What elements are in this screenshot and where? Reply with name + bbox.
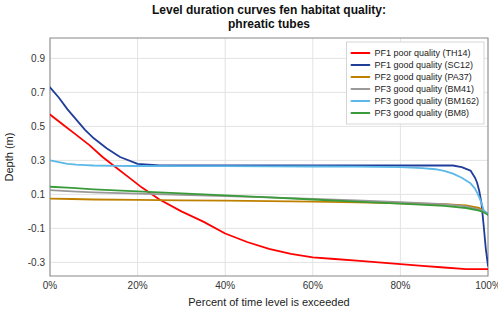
legend-box bbox=[346, 42, 484, 124]
grid-line bbox=[312, 38, 313, 276]
title-line: Level duration curves fen habitat qualit… bbox=[152, 3, 386, 17]
y-tick-label: -0.1 bbox=[28, 223, 46, 234]
y-tick-label: 0.9 bbox=[31, 53, 45, 64]
legend-label: PF3 good quality (BM8) bbox=[374, 108, 469, 118]
legend-swatch bbox=[351, 64, 369, 66]
series-line bbox=[50, 115, 488, 270]
grid-line bbox=[225, 38, 226, 276]
grid-line bbox=[50, 194, 488, 195]
legend-label: PF3 good quality (BM41) bbox=[374, 84, 474, 94]
y-axis-label: Depth (m) bbox=[3, 133, 15, 182]
series-group bbox=[50, 87, 488, 269]
legend-swatch bbox=[351, 112, 369, 114]
x-tick-label: 0% bbox=[43, 280, 58, 291]
y-tick-label: 0.3 bbox=[31, 155, 45, 166]
legend: PF1 poor quality (TH14) PF1 good quality … bbox=[346, 42, 484, 124]
plot-frame bbox=[50, 38, 488, 276]
legend-swatch bbox=[351, 100, 369, 102]
tick-labels: 0% 20% 40% 60% 80% 100% -0.3 -0.1 0.1 0.3 0.5 0.7 0.… bbox=[28, 53, 498, 291]
legend-swatch bbox=[351, 52, 369, 54]
series-line bbox=[50, 199, 488, 215]
grid-line bbox=[50, 262, 488, 263]
legend-label: PF1 good quality (SC12) bbox=[374, 60, 473, 70]
series-line bbox=[50, 187, 488, 215]
x-tick-label: 60% bbox=[303, 280, 323, 291]
x-tick-label: 20% bbox=[128, 280, 148, 291]
legend-label: PF3 good quality (BM162) bbox=[374, 96, 479, 106]
legend-label: PF2 good quality (PA37) bbox=[374, 72, 471, 82]
legend-swatch bbox=[351, 76, 369, 78]
series-line bbox=[50, 160, 488, 214]
grid-line bbox=[137, 38, 138, 276]
x-tick-label: 40% bbox=[215, 280, 235, 291]
grid bbox=[50, 38, 488, 276]
chart: 0% 20% 40% 60% 80% 100% -0.3 -0.1 0.1 0.3 0.5 0.7 0.… bbox=[0, 0, 498, 316]
legend-label: PF1 poor quality (TH14) bbox=[374, 48, 470, 58]
y-tick-label: -0.3 bbox=[28, 257, 46, 268]
y-tick-label: 0.1 bbox=[31, 189, 45, 200]
x-axis-label: Percent of time level is exceeded bbox=[188, 296, 349, 308]
series-line bbox=[50, 87, 488, 265]
grid-line bbox=[50, 160, 488, 161]
y-tick-label: 0.5 bbox=[31, 121, 45, 132]
grid-line bbox=[50, 126, 488, 127]
grid-line bbox=[50, 228, 488, 229]
legend-swatch bbox=[351, 88, 369, 90]
title: Level duration curves fen habitat qualit… bbox=[152, 3, 386, 31]
title-line: phreatic tubes bbox=[228, 17, 310, 31]
x-tick-label: 80% bbox=[390, 280, 410, 291]
x-tick-label: 100% bbox=[475, 280, 498, 291]
series-line bbox=[50, 190, 488, 213]
y-tick-label: 0.7 bbox=[31, 87, 45, 98]
